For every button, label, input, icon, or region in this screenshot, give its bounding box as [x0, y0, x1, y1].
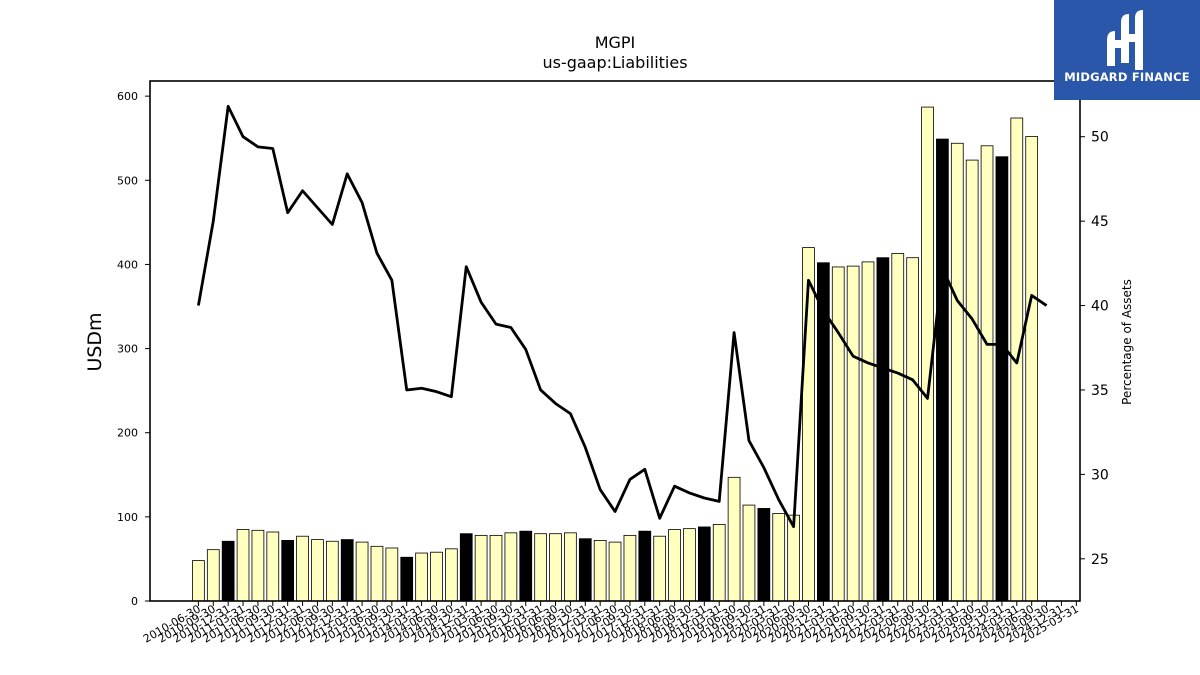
y2-tick-label: 30	[1091, 467, 1109, 483]
bar	[980, 145, 994, 602]
bar	[936, 138, 949, 602]
bar	[370, 545, 384, 602]
y2-tick-label: 40	[1091, 299, 1109, 315]
bar	[831, 266, 845, 602]
y-tick-label: 600	[117, 90, 138, 103]
bar	[325, 540, 339, 602]
y-tick-label: 400	[117, 258, 138, 271]
bar	[355, 541, 369, 602]
bar	[221, 540, 235, 602]
bar	[697, 526, 711, 602]
bar	[236, 529, 250, 602]
bar	[281, 540, 295, 602]
bar	[846, 265, 860, 602]
y-tick-label: 100	[117, 511, 138, 524]
bar	[712, 524, 726, 602]
y2-tick-label: 35	[1091, 383, 1109, 399]
bar	[891, 253, 905, 602]
bar	[489, 534, 503, 602]
percentage-line	[197, 104, 1048, 529]
bar	[445, 548, 458, 602]
bar	[206, 549, 220, 602]
bar	[564, 532, 577, 602]
bar	[578, 538, 592, 602]
line-series	[197, 104, 1048, 529]
bar	[415, 552, 428, 602]
y-axis-label: USDm	[84, 312, 106, 371]
bar	[772, 513, 786, 602]
y-tick-label: 200	[117, 427, 138, 440]
bar	[593, 540, 607, 602]
y2-tick-label: 25	[1091, 552, 1109, 568]
logo-text: MIDGARD FINANCE	[1064, 70, 1190, 84]
bar	[638, 530, 652, 602]
chart-title: MGPI	[595, 33, 636, 52]
bar	[340, 539, 354, 602]
bar	[251, 529, 265, 602]
bar	[266, 531, 280, 602]
bar	[385, 547, 399, 602]
bar	[995, 156, 1009, 602]
bar	[876, 257, 890, 602]
bar	[742, 504, 756, 602]
bar	[400, 556, 414, 602]
bar	[192, 560, 205, 602]
chart-subtitle: us-gaap:Liabilities	[542, 53, 687, 72]
bar	[817, 262, 830, 602]
bar	[519, 530, 533, 602]
logo-mark-icon	[1107, 10, 1143, 70]
midgard-finance-logo: MIDGARD FINANCE	[1054, 0, 1200, 100]
bar	[459, 533, 473, 602]
bar	[608, 541, 622, 602]
bar	[653, 535, 667, 602]
bar	[950, 142, 964, 602]
y2-axis-label: Percentage of Assets	[1120, 279, 1134, 405]
y2-tick-label: 50	[1091, 130, 1109, 146]
bar	[504, 532, 518, 602]
bar	[549, 533, 562, 602]
bar	[296, 535, 309, 602]
bar	[474, 534, 488, 602]
bar-series	[192, 106, 1039, 602]
bar	[1025, 136, 1039, 602]
bar	[757, 508, 771, 602]
y-tick-label: 300	[117, 343, 138, 356]
bar	[727, 476, 741, 602]
bar	[965, 159, 979, 602]
bar	[861, 261, 875, 602]
y2-tick-label: 45	[1091, 214, 1109, 230]
bar	[668, 529, 681, 602]
y-tick-label: 500	[117, 174, 138, 187]
bar	[430, 551, 443, 602]
axes: 01002003004005006002530354045502010-06-3…	[117, 80, 1109, 646]
y-tick-label: 0	[131, 595, 138, 608]
bar	[906, 257, 919, 602]
bar	[623, 534, 637, 602]
bar	[683, 528, 696, 602]
bar	[534, 533, 547, 602]
bar	[311, 539, 324, 602]
